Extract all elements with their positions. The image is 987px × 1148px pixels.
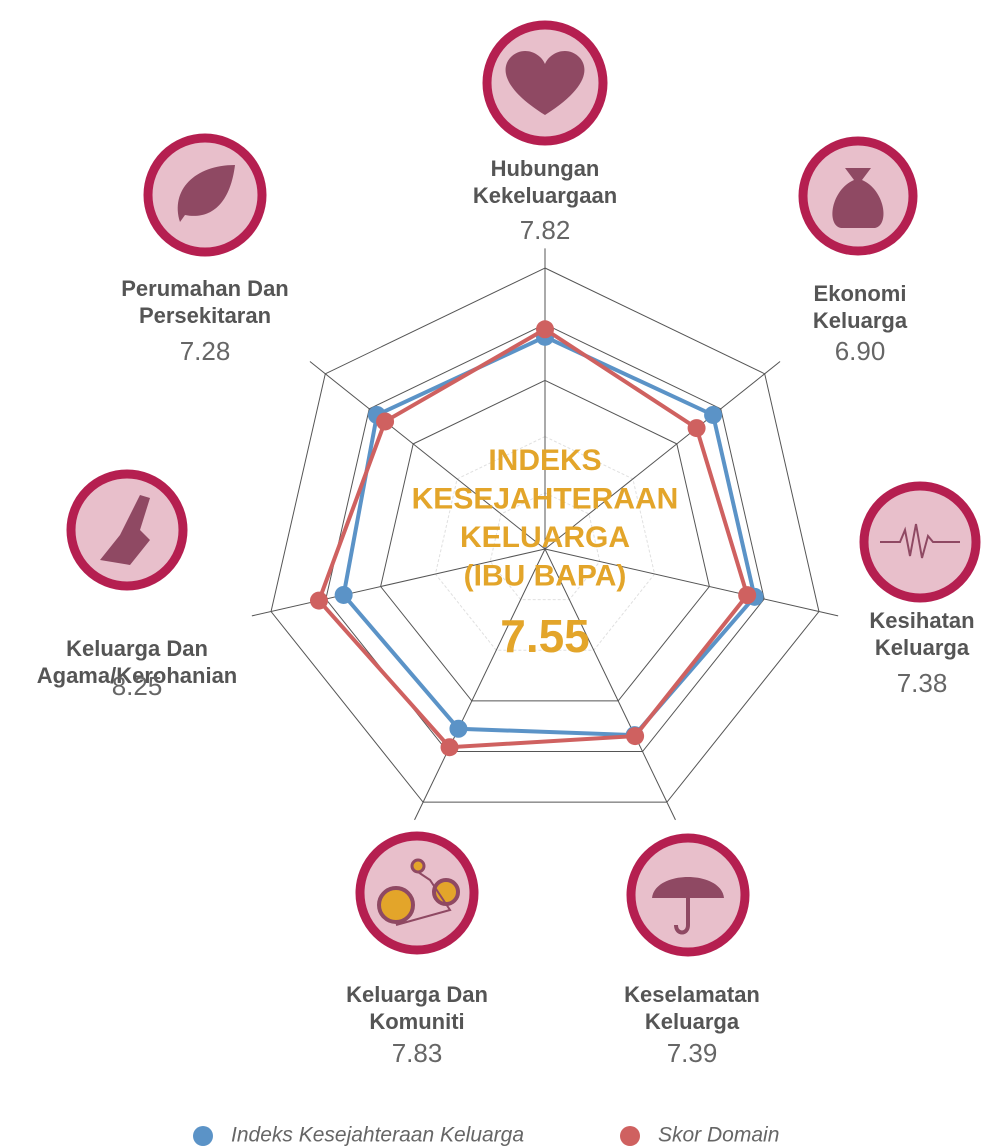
- legend-label: Skor Domain: [658, 1124, 779, 1147]
- category-line: Keluarga Dan: [66, 636, 208, 661]
- plot: [309, 320, 764, 757]
- category-label: Ekonomi Keluarga: [813, 281, 908, 333]
- money-icon: [832, 168, 884, 228]
- series-point: [626, 727, 645, 746]
- category-label: Hubungan Kekeluargaan: [473, 156, 617, 208]
- series-point: [738, 586, 757, 605]
- spoke: [544, 548, 676, 821]
- category-label: Keluarga Dan Komuniti: [346, 982, 488, 1034]
- category-line: Keluarga Dan: [346, 982, 488, 1007]
- icons: [66, 20, 981, 957]
- category-label: Keselamatan Keluarga: [624, 982, 760, 1034]
- series-point: [440, 738, 459, 757]
- category-line: Keluarga: [813, 308, 908, 333]
- heart-icon: [505, 51, 585, 115]
- legend-marker: [620, 1126, 640, 1146]
- value-label: 6.90: [835, 336, 886, 366]
- category-line: Keluarga: [645, 1009, 740, 1034]
- umbrella-handle: [674, 898, 690, 935]
- grid-ring: [380, 379, 710, 702]
- series-point: [376, 412, 395, 431]
- series-point: [449, 719, 468, 738]
- category-label: Perumahan Dan Persekitaran: [121, 276, 289, 328]
- series-point: [536, 320, 554, 339]
- series-point: [704, 405, 723, 424]
- grid-ring: [270, 267, 820, 803]
- spoke: [544, 361, 781, 550]
- route-line: [395, 871, 452, 926]
- category-line: Hubungan: [491, 156, 600, 181]
- value-label: 7.38: [897, 668, 948, 698]
- spoke: [414, 548, 546, 821]
- category-line: Keluarga: [875, 635, 970, 660]
- center-title: INDEKS: [488, 444, 601, 477]
- legend-marker: [193, 1126, 213, 1146]
- value-label: 8.25: [112, 671, 163, 701]
- category-label: Keluarga Dan Agama/Kerohanian: [37, 636, 238, 688]
- value-label: 7.83: [392, 1038, 443, 1068]
- category-line: Persekitaran: [139, 303, 271, 328]
- series-point: [309, 591, 328, 610]
- center-title: KESEJAHTERAAN: [412, 482, 679, 515]
- category-line: Kekeluargaan: [473, 183, 617, 208]
- series-point: [334, 585, 353, 604]
- value-label: 7.28: [180, 336, 231, 366]
- category-line: Ekonomi: [814, 281, 907, 306]
- category-label: Kesihatan Keluarga: [869, 608, 974, 660]
- umbrella-icon: [652, 877, 724, 898]
- grid: [251, 248, 839, 821]
- leaf-icon: [177, 165, 235, 222]
- category-line: Agama/Kerohanian: [37, 663, 238, 688]
- person-pin: [410, 858, 426, 874]
- series-line: [341, 334, 757, 738]
- category-line: Komuniti: [369, 1009, 464, 1034]
- hands-icon: [100, 495, 150, 565]
- series-point: [687, 419, 706, 438]
- spoke: [309, 361, 546, 550]
- category-line: Perumahan Dan: [121, 276, 289, 301]
- category-line: Kesihatan: [869, 608, 974, 633]
- person-pin: [377, 886, 415, 924]
- spoke: [251, 548, 546, 617]
- center-title: (IBU BAPA): [464, 559, 627, 592]
- series-line: [316, 326, 750, 750]
- grid-ring: [325, 323, 765, 753]
- center-value: 7.55: [500, 610, 590, 662]
- center-title: KELUARGA: [460, 521, 630, 554]
- pulse-icon: [880, 523, 960, 559]
- legend-label: Indeks Kesejahteraan Keluarga: [231, 1124, 524, 1147]
- value-label: 7.82: [520, 215, 571, 245]
- value-label: 7.39: [667, 1038, 718, 1068]
- grid-ring: [434, 436, 656, 651]
- category-line: Keselamatan: [624, 982, 760, 1007]
- grid-ring: [489, 492, 601, 601]
- spoke: [544, 548, 839, 617]
